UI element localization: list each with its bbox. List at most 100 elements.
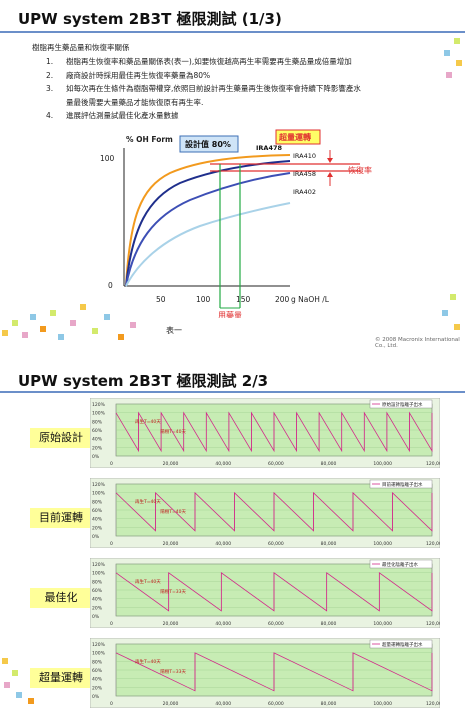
y-tick-label: 40% <box>92 437 103 443</box>
row-label: 原始設計 <box>30 428 92 448</box>
low-label: 陽樹T=40天 <box>160 428 186 435</box>
x-tick-label: 100,000 <box>373 541 392 547</box>
recovery-label: 恢復率 <box>348 165 372 175</box>
y-tick-label: 0% <box>92 454 100 460</box>
x-tick-label: 120,000 <box>426 621 440 627</box>
list-item: 4. 進展評估測量試最佳化產水量數據 <box>46 111 179 120</box>
slide-1: UPW system 2B3T 極限測試 (1/3) 樹脂再生藥品量和恢復率關係… <box>0 0 465 350</box>
slide-title: UPW system 2B3T 極限測試 2/3 <box>18 372 269 390</box>
x-tick-label: 20,000 <box>163 461 179 467</box>
curve-ira410 <box>125 160 291 287</box>
y-tick-label: 60% <box>92 668 103 674</box>
legend-box <box>369 479 433 489</box>
legend-box <box>369 399 433 409</box>
x-tick-label: 20,000 <box>163 541 179 547</box>
y-tick-label: 60% <box>92 588 103 594</box>
y-tick-label: 100 <box>100 154 115 163</box>
y-tick-label: 120% <box>92 562 106 568</box>
intro-text: 樹脂再生藥品量和恢復率關係 <box>32 43 130 52</box>
y-tick-label: 0% <box>92 694 100 700</box>
legend-label: 目前運轉陰離子出水 <box>382 481 423 488</box>
decor-squares-bottom <box>2 304 136 340</box>
y-tick-label: 20% <box>92 445 103 451</box>
peak-label: 再生T=40天 <box>135 498 161 505</box>
y-tick-label: 80% <box>92 419 103 425</box>
x-tick-label: 0 <box>110 621 113 627</box>
legend-box <box>369 559 433 569</box>
regeneration-chart: % OH Form 100 0 50 100 150 200 g NaOH /L… <box>100 129 372 318</box>
row-label: 最佳化 <box>30 588 92 608</box>
series-label: IRA478 <box>256 144 282 152</box>
curve-ira458 <box>125 172 291 287</box>
cycle-chart: 120% 100% 80% 60% 40% 20% 0% 0 20,000 40,000 60,00… <box>90 478 440 548</box>
x-tick-label: 80,000 <box>321 621 337 627</box>
y-tick-label: 60% <box>92 508 103 514</box>
y-tick-label: 100% <box>92 571 106 577</box>
x-tick-label: 80,000 <box>321 461 337 467</box>
slide-2: UPW system 2B3T 極限測試 2/3 原始設計 120% 100% 80%… <box>0 358 465 711</box>
y-tick-label: 80% <box>92 579 103 585</box>
x-tick-label: 200 <box>275 295 290 304</box>
x-tick-label: 40,000 <box>215 701 231 707</box>
over-callout-box <box>275 129 321 145</box>
y-tick-label: 80% <box>92 659 103 665</box>
y-tick-label: 60% <box>92 428 103 434</box>
arrow-head <box>327 158 333 163</box>
x-tick-label: 100 <box>196 295 211 304</box>
y-tick-label: 40% <box>92 517 103 523</box>
y-tick-label: 20% <box>92 525 103 531</box>
x-tick-label: 40,000 <box>215 461 231 467</box>
dose-label: 用藥量 <box>218 310 242 318</box>
y-tick-label: 100% <box>92 411 106 417</box>
y-axis-label: % OH Form <box>126 135 173 144</box>
x-tick-label: 50 <box>156 295 166 304</box>
series-label: IRA402 <box>293 188 316 196</box>
x-tick-label: 60,000 <box>268 461 284 467</box>
y-tick-label: 40% <box>92 597 103 603</box>
y-tick-label: 0% <box>92 534 100 540</box>
title-rule <box>0 31 465 33</box>
x-tick-label: 60,000 <box>268 541 284 547</box>
x-tick-label: 60,000 <box>268 621 284 627</box>
x-tick-label: 150 <box>236 295 251 304</box>
x-tick-label: 60,000 <box>268 701 284 707</box>
point-list: 1. 樹脂再生恢復率和藥品量關係表(表一),如要恢復越高再生率需要再生藥品量成倍量… <box>46 55 426 123</box>
legend-label: 超量運轉陰離子出水 <box>382 641 423 648</box>
x-tick-label: 120,000 <box>426 541 440 547</box>
x-tick-label: 40,000 <box>215 541 231 547</box>
x-tick-label: 120,000 <box>426 461 440 467</box>
decor-squares-bottom-left <box>2 658 34 704</box>
series-label: IRA410 <box>293 152 316 160</box>
design-callout-box <box>179 135 239 153</box>
legend-label: 原始設計陰離子出水 <box>382 401 423 408</box>
curve-ira402 <box>125 202 291 287</box>
table-caption: 表一 <box>166 326 182 335</box>
y-tick-label: 40% <box>92 677 103 683</box>
legend-box <box>369 639 433 649</box>
decor-squares-right <box>442 294 460 330</box>
row-label: 目前運轉 <box>30 508 92 528</box>
x-tick-label: 0 <box>110 701 113 707</box>
low-label: 陽樹T=33天 <box>160 668 186 675</box>
cycle-chart: 120% 100% 80% 60% 40% 20% 0% 0 20,000 40,000 60,00… <box>90 638 440 708</box>
x-tick-label: 40,000 <box>215 621 231 627</box>
over-callout: 超量運轉 <box>278 132 311 142</box>
x-axis-label: g NaOH /L <box>291 295 330 304</box>
peak-label: 再生T=40天 <box>135 418 161 425</box>
curve-ira478 <box>125 154 291 287</box>
arrow-head <box>327 172 333 177</box>
x-tick-label: 0 <box>110 461 113 467</box>
x-tick-label: 100,000 <box>373 621 392 627</box>
y-tick-label: 120% <box>92 402 106 408</box>
x-tick-label: 0 <box>110 541 113 547</box>
title-rule <box>0 391 465 393</box>
y-tick-label: 80% <box>92 499 103 505</box>
y-tick-label: 120% <box>92 482 106 488</box>
list-item: 1. 樹脂再生恢復率和藥品量關係表(表一),如要恢復越高再生率需要再生藥品量成倍量… <box>46 57 352 66</box>
x-tick-label: 100,000 <box>373 461 392 467</box>
x-tick-label: 20,000 <box>163 701 179 707</box>
peak-label: 再生T=40天 <box>135 578 161 585</box>
y-tick-label: 0% <box>92 614 100 620</box>
cycle-chart: 120% 100% 80% 60% 40% 20% 0% 0 20,000 40,000 60,00… <box>90 398 440 468</box>
x-tick-label: 20,000 <box>163 621 179 627</box>
